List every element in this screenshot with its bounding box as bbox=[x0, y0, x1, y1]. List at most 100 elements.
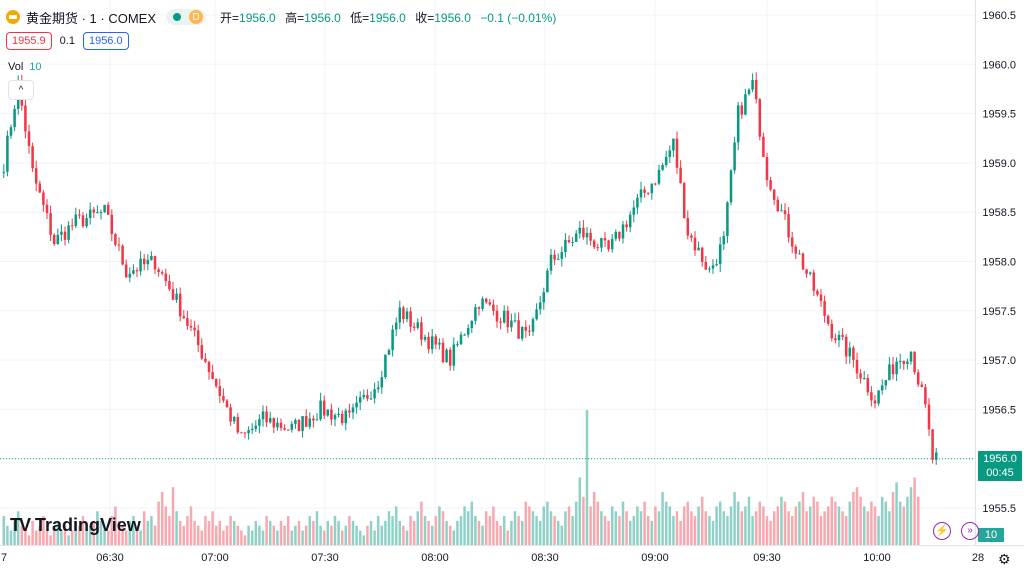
candle-body bbox=[729, 170, 733, 203]
volume-bar bbox=[564, 511, 567, 545]
volume-bar bbox=[744, 506, 747, 545]
volume-bar bbox=[510, 520, 513, 545]
sell-button[interactable]: 1955.9 bbox=[6, 32, 52, 50]
volume-bar bbox=[603, 516, 607, 545]
candle-body bbox=[121, 245, 124, 265]
candle-body bbox=[322, 400, 326, 416]
candle-body bbox=[376, 387, 380, 390]
lightning-icon[interactable]: ⚡ bbox=[933, 522, 951, 540]
candlestick-series bbox=[2, 72, 938, 465]
candle-body bbox=[535, 309, 538, 320]
candle-body bbox=[682, 183, 686, 219]
candle-body bbox=[243, 432, 247, 434]
candle-body bbox=[499, 321, 502, 323]
volume-bar bbox=[852, 491, 855, 545]
volume-bar bbox=[592, 491, 596, 545]
candle-body bbox=[142, 258, 146, 265]
tradingview-logo[interactable]: TV TradingView bbox=[10, 515, 141, 536]
volume-bar bbox=[470, 501, 474, 545]
collapse-legend-button[interactable]: ^ bbox=[8, 80, 34, 100]
settings-gear-icon[interactable]: ⚙ bbox=[998, 551, 1011, 567]
volume-bar bbox=[823, 511, 826, 545]
volume-bar bbox=[376, 516, 380, 545]
candle-body bbox=[592, 240, 596, 248]
volume-bar bbox=[146, 520, 150, 545]
volume-bar bbox=[506, 530, 510, 545]
time-tick-label: 08:30 bbox=[531, 552, 559, 564]
volume-bar bbox=[492, 506, 495, 545]
volume-bar bbox=[697, 506, 700, 545]
volume-bar bbox=[92, 520, 96, 545]
volume-bar bbox=[668, 506, 672, 545]
candle-body bbox=[373, 389, 376, 399]
candle-body bbox=[214, 378, 218, 387]
candle-body bbox=[751, 80, 754, 90]
volume-bar bbox=[294, 525, 297, 545]
volume-bar bbox=[643, 501, 646, 545]
volume-bar bbox=[9, 530, 13, 545]
candle-body bbox=[171, 289, 175, 300]
candle-body bbox=[394, 322, 398, 330]
volume-bar bbox=[326, 520, 330, 545]
volume-bar bbox=[862, 506, 866, 545]
candle-body bbox=[693, 237, 697, 251]
volume-bar bbox=[495, 520, 499, 545]
volume-bar bbox=[704, 511, 708, 545]
volume-legend[interactable]: Vol 10 bbox=[8, 61, 42, 73]
candle-body bbox=[70, 225, 74, 227]
volume-bar bbox=[902, 506, 906, 545]
chart-grid bbox=[0, 0, 975, 545]
volume-bar bbox=[906, 496, 909, 545]
symbol-title[interactable]: 黄金期货 · 1 · COMEX bbox=[26, 10, 157, 26]
spread-value: 0.1 bbox=[59, 35, 75, 47]
candle-body bbox=[448, 349, 452, 366]
candle-body bbox=[711, 265, 715, 269]
candle-body bbox=[794, 246, 798, 254]
volume-bar bbox=[45, 530, 49, 545]
volume-bar bbox=[787, 511, 790, 545]
scroll-to-realtime-icon[interactable]: » bbox=[961, 522, 979, 540]
candle-body bbox=[196, 330, 200, 346]
candle-body bbox=[139, 258, 142, 272]
volume-bar bbox=[873, 506, 877, 545]
volume-bar bbox=[247, 525, 250, 545]
candle-body bbox=[708, 268, 711, 270]
candle-body bbox=[589, 232, 592, 241]
candle-body bbox=[117, 244, 121, 246]
volume-bar bbox=[855, 487, 859, 545]
candle-body bbox=[250, 428, 254, 431]
volume-bar bbox=[81, 516, 85, 545]
candle-body bbox=[862, 377, 866, 379]
candle-body bbox=[841, 334, 844, 337]
candle-body bbox=[438, 342, 441, 345]
volume-badge: 10 bbox=[978, 528, 1004, 542]
tradingview-mark-icon: TV bbox=[10, 515, 31, 535]
candle-body bbox=[265, 411, 268, 423]
candle-body bbox=[445, 349, 448, 363]
market-status-pill[interactable]: D bbox=[166, 9, 207, 25]
candle-body bbox=[474, 307, 477, 321]
candle-body bbox=[283, 428, 286, 430]
volume-bar bbox=[520, 520, 524, 545]
market-open-dot-icon bbox=[173, 13, 182, 21]
candle-body bbox=[877, 390, 880, 404]
candle-body bbox=[247, 430, 250, 434]
volume-bar bbox=[783, 501, 787, 545]
volume-bar bbox=[834, 501, 837, 545]
volume-bar bbox=[186, 516, 189, 545]
candle-body bbox=[888, 364, 891, 381]
candle-body bbox=[636, 197, 639, 208]
volume-bar bbox=[578, 477, 582, 545]
candle-body bbox=[488, 302, 492, 305]
candle-body bbox=[726, 202, 729, 237]
volume-bar bbox=[171, 487, 175, 545]
candle-body bbox=[85, 218, 88, 227]
volume-bar bbox=[808, 506, 812, 545]
candle-body bbox=[146, 259, 150, 265]
buy-button[interactable]: 1956.0 bbox=[82, 32, 129, 50]
volume-bar bbox=[484, 511, 488, 545]
candle-body bbox=[736, 105, 740, 143]
volume-bar bbox=[340, 530, 344, 545]
candle-body bbox=[852, 347, 855, 360]
